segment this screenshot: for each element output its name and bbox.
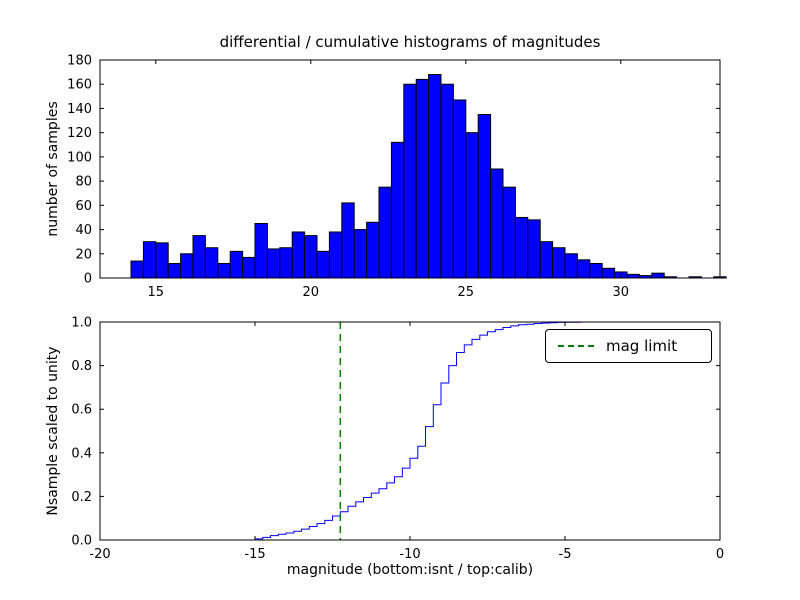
histogram-bar <box>204 247 219 279</box>
differential-histogram-axes: 15 20 25 30 0 20 40 60 80 100 120 140 160 180 <box>67 54 727 300</box>
histogram-bar <box>242 256 256 279</box>
legend: mag limit <box>545 329 712 363</box>
histogram-bar <box>403 83 417 279</box>
histogram-bar <box>477 114 492 279</box>
histogram-bar <box>142 241 157 279</box>
tick-marks <box>100 59 720 279</box>
y-tick-label: 0.2 <box>71 490 92 505</box>
histogram-bar <box>341 202 355 279</box>
histogram-bar <box>428 74 442 279</box>
tick-marks <box>99 321 721 541</box>
x-tick-label: 15 <box>148 285 165 300</box>
histogram-bar <box>155 242 169 279</box>
histogram-bar <box>601 267 616 279</box>
histogram-bar <box>390 141 405 279</box>
histogram-bar <box>490 168 504 279</box>
histogram-bar <box>465 132 479 279</box>
y-tick-label: 120 <box>67 126 92 141</box>
histogram-bar <box>514 216 529 279</box>
axes-frame <box>99 59 721 279</box>
histogram-bar <box>167 262 182 279</box>
y-tick-label: 0.6 <box>71 403 92 418</box>
histogram-bar <box>527 219 541 279</box>
histogram-bar <box>304 235 318 279</box>
legend-dashed-line-sample <box>558 345 594 347</box>
histogram-bar <box>366 221 380 279</box>
histogram-bar <box>180 253 194 279</box>
histogram-bar <box>589 262 603 279</box>
histogram-bar <box>130 260 144 279</box>
y-tick-label: 80 <box>75 175 92 190</box>
x-tick-label: 0 <box>716 547 724 562</box>
y-tick-label: 20 <box>75 247 92 262</box>
cumulative-histogram-axes: -20 -15 -10 -5 0 0.0 0.2 0.4 0.6 0.8 1.0 <box>71 316 724 563</box>
histogram-bar <box>378 186 392 279</box>
x-tick-label: 30 <box>613 285 630 300</box>
histogram-bar <box>415 78 430 279</box>
histogram-bar <box>576 259 591 279</box>
x-tick-label: 20 <box>303 285 320 300</box>
bottom-ylabel: Nsample scaled to unity <box>45 346 61 516</box>
top-ylabel: number of samples <box>45 101 61 237</box>
y-tick-label: 160 <box>67 78 92 93</box>
histogram-bar <box>316 250 330 279</box>
histogram-bars <box>130 74 727 279</box>
y-tick-label: 0 <box>84 272 92 287</box>
x-tick-label: -20 <box>89 547 110 562</box>
y-tick-label: 180 <box>67 54 92 69</box>
histogram-bar <box>291 231 306 279</box>
histogram-bar <box>502 186 516 279</box>
histogram-bar <box>266 248 281 279</box>
histogram-bar <box>539 241 554 279</box>
histogram-bar <box>217 262 231 279</box>
legend-label: mag limit <box>606 337 678 355</box>
histogram-bar <box>564 253 578 279</box>
chart-title: differential / cumulative histograms of … <box>219 33 601 51</box>
x-tick-label: -10 <box>399 547 420 562</box>
y-tick-label: 60 <box>75 199 92 214</box>
x-tick-label: -15 <box>244 547 265 562</box>
y-tick-label: 1.0 <box>71 316 92 331</box>
x-tick-label: -5 <box>559 547 572 562</box>
y-tick-label: 140 <box>67 102 92 117</box>
histogram-bar <box>192 235 206 279</box>
histogram-bar <box>552 247 566 279</box>
cumulative-step-line <box>100 321 720 541</box>
x-tick-label: 25 <box>458 285 475 300</box>
histogram-bar <box>279 247 293 279</box>
bottom-xlabel: magnitude (bottom:isnt / top:calib) <box>286 562 534 578</box>
histogram-bar <box>229 250 244 279</box>
histogram-bar <box>328 231 343 279</box>
histogram-bar <box>626 273 640 279</box>
histogram-bar <box>651 272 665 279</box>
y-tick-label: 0.8 <box>71 359 92 374</box>
y-tick-label: 0.4 <box>71 446 92 461</box>
histogram-bar <box>353 229 368 279</box>
histogram-bar <box>440 83 454 279</box>
y-tick-label: 100 <box>67 150 92 165</box>
y-tick-label: 40 <box>75 223 92 238</box>
y-tick-label: 0.0 <box>71 534 92 549</box>
histogram-bar <box>254 223 268 279</box>
histogram-bar <box>452 99 467 279</box>
